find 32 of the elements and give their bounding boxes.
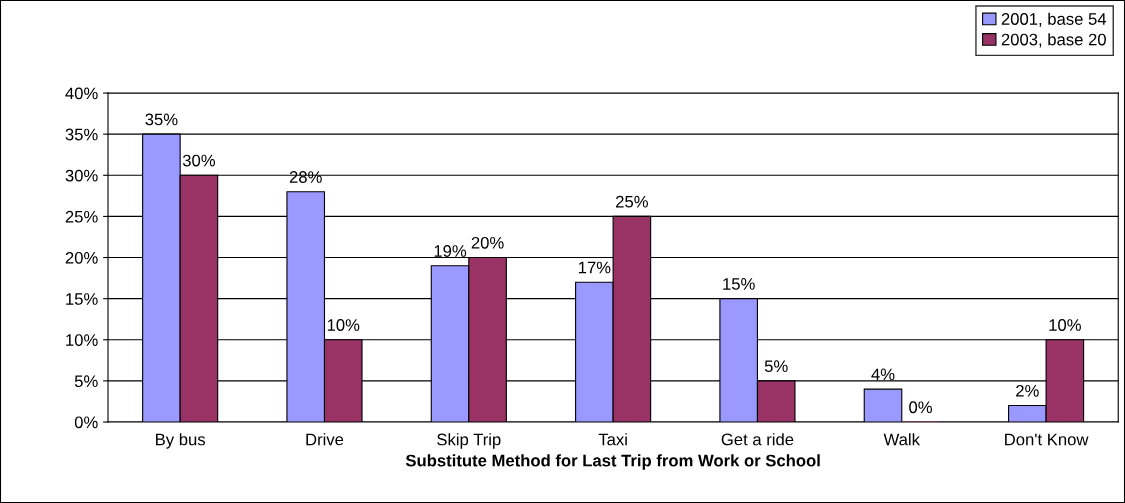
data-label: 30% [182,154,216,167]
legend-label: 2001, base 54 [1001,12,1107,27]
legend-label: 2003, base 20 [1001,33,1106,48]
data-label: 5% [764,360,788,373]
y-tick-label: 0% [74,416,98,429]
data-label: 2% [1016,384,1039,397]
y-tick-label: 25% [65,210,98,223]
y-tick-label: 10% [66,334,98,346]
data-label: 19% [434,245,467,257]
x-tick-label: Don't Know [1005,433,1089,446]
data-label: 20% [471,236,504,249]
data-label: 15% [723,278,755,290]
x-tick-label: Taxi [598,433,627,446]
x-tick-label: Skip Trip [437,433,501,449]
data-label: 35% [145,113,178,126]
x-tick-label: Drive [306,433,344,446]
x-axis-title: Substitute Method for Last Trip from Work or School [405,454,820,470]
data-label: 0% [909,401,932,414]
y-tick-label: 20% [65,251,98,264]
data-label: 10% [1049,319,1081,331]
y-tick-label: 15% [66,293,98,305]
data-label: 17% [578,261,611,274]
x-tick-label: By bus [156,433,206,449]
y-tick-label: 5% [74,375,98,388]
x-tick-label: Walk [883,433,920,446]
x-tick-label: Get a ride [721,433,794,446]
y-tick-label: 40% [65,87,98,100]
y-tick-label: 35% [65,128,98,141]
data-label: 10% [327,319,360,331]
data-label: 4% [871,368,895,381]
y-tick-label: 30% [65,169,98,182]
data-label: 25% [616,195,648,208]
